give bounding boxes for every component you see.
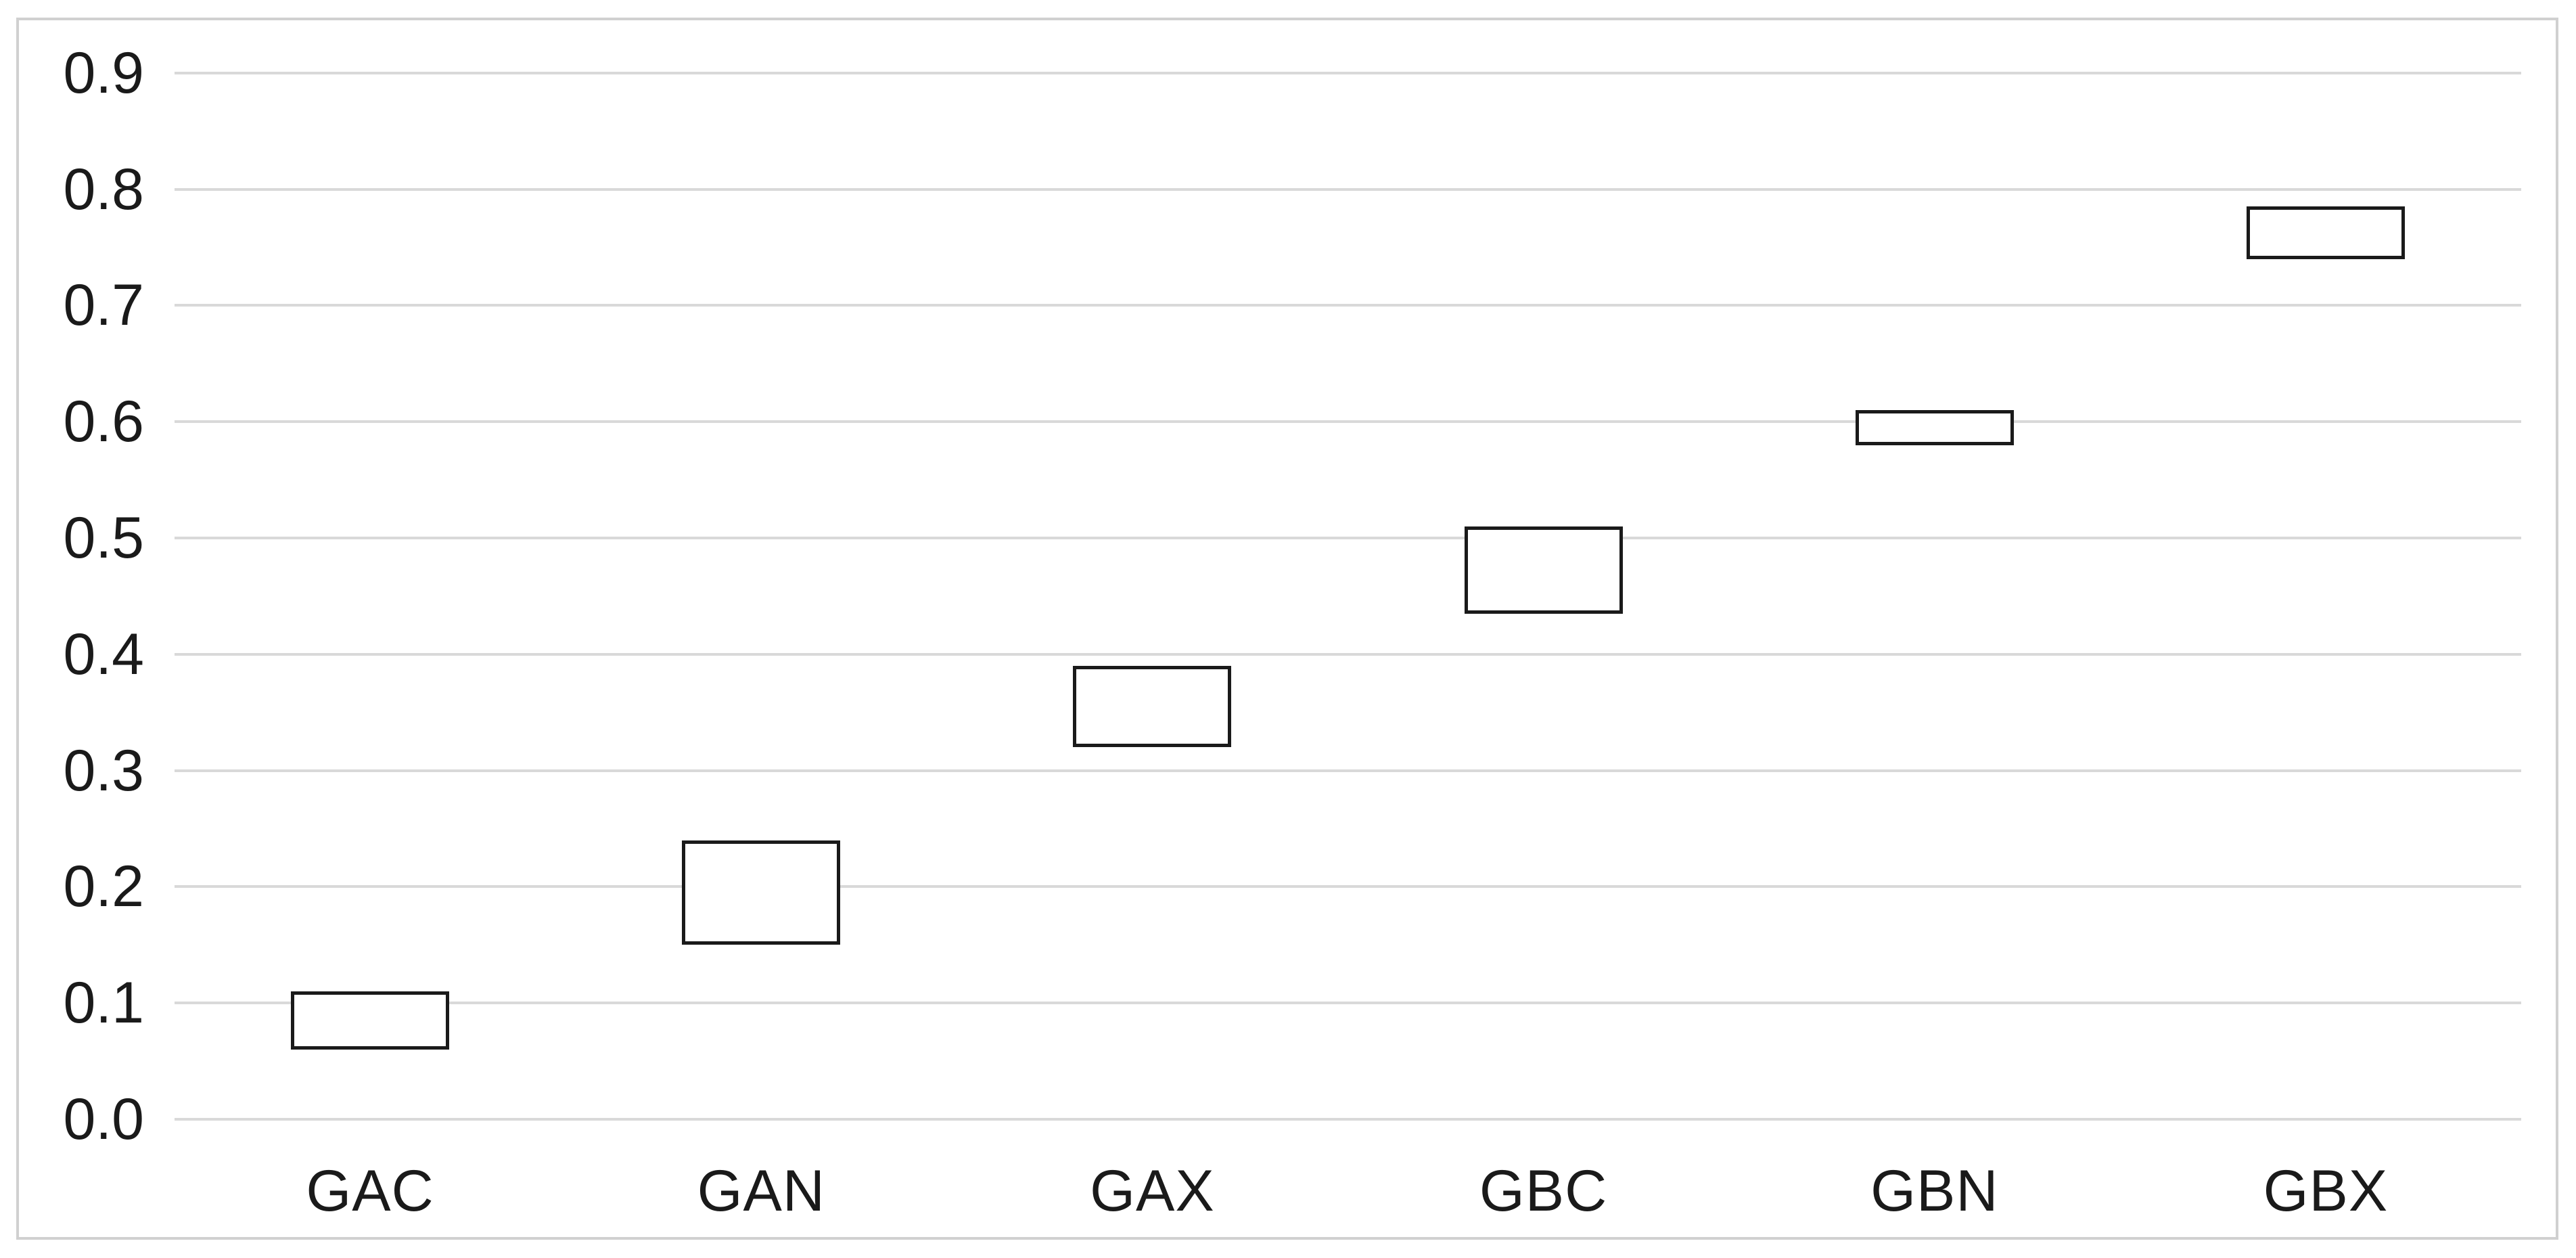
chart-frame: 0.0 0.1 0.2 0.3 0.4 0.5 0.6 0.7 0.8 0.9 GAC GAN GAX G…	[16, 18, 2558, 1240]
y-tick-label: 0.3	[63, 738, 144, 803]
gridline	[175, 537, 2521, 539]
gridline	[175, 187, 2521, 191]
y-tick-label: 0.1	[63, 970, 144, 1036]
range-bar-gac	[291, 991, 450, 1050]
y-tick-label: 0.0	[63, 1087, 144, 1152]
x-category-label: GBC	[1479, 1159, 1608, 1223]
gridline	[175, 420, 2521, 424]
range-bar-gbn	[1855, 410, 2014, 445]
y-tick-label: 0.7	[63, 273, 144, 338]
gridline	[175, 71, 2521, 74]
x-category-label: GAX	[1090, 1159, 1215, 1223]
y-tick-label: 0.6	[63, 389, 144, 455]
gridline	[175, 885, 2521, 889]
x-category-label: GAC	[306, 1159, 434, 1223]
y-tick-label: 0.8	[63, 156, 144, 222]
range-bar-gbc	[1464, 526, 1623, 614]
x-category-label: GBX	[2263, 1159, 2389, 1223]
range-bar-gax	[1073, 665, 1232, 748]
gridline	[175, 304, 2521, 307]
gridline	[175, 652, 2521, 656]
gridline	[175, 769, 2521, 772]
x-category-label: GAN	[697, 1159, 825, 1223]
range-bar-gbx	[2246, 206, 2405, 259]
y-tick-label: 0.9	[63, 40, 144, 106]
gridline	[175, 1118, 2521, 1121]
range-bar-gan	[682, 840, 841, 945]
y-tick-label: 0.5	[63, 506, 144, 570]
gridline	[175, 1002, 2521, 1005]
y-tick-label: 0.4	[63, 621, 144, 687]
y-tick-label: 0.2	[63, 854, 144, 920]
x-category-label: GBN	[1870, 1159, 1999, 1223]
